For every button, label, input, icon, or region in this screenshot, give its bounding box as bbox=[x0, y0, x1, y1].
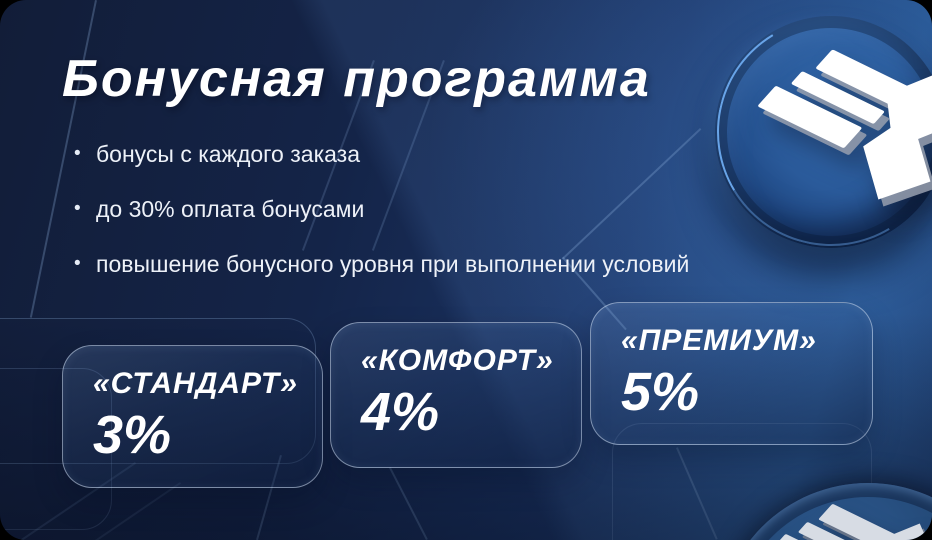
tier-value: 4% bbox=[361, 382, 440, 442]
bullet-list: • бонусы с каждого заказа • до 30% оплат… bbox=[74, 140, 689, 305]
tier-card-premium: «ПРЕМИУМ» 5% bbox=[590, 302, 873, 445]
bullet-text: до 30% оплата бонусами bbox=[96, 196, 365, 222]
brand-logo-icon bbox=[758, 49, 932, 200]
background-line bbox=[389, 467, 428, 540]
bullet-text: бонусы с каждого заказа bbox=[96, 141, 361, 167]
tier-name: «СТАНДАРТ» bbox=[93, 367, 298, 400]
bullet-marker: • bbox=[74, 143, 81, 164]
bullet-marker: • bbox=[74, 253, 81, 274]
bullet-item: • бонусы с каждого заказа bbox=[74, 140, 689, 168]
tier-card-standard: «СТАНДАРТ» 3% bbox=[62, 345, 323, 488]
tier-value: 3% bbox=[93, 405, 172, 465]
brand-logo-bottom-icon bbox=[770, 504, 930, 540]
bullet-item: • до 30% оплата бонусами bbox=[74, 195, 689, 223]
page-title: Бонусная программа bbox=[62, 50, 651, 108]
background-outline bbox=[0, 318, 316, 464]
tier-card-comfort: «КОМФОРТ» 4% bbox=[330, 322, 582, 468]
bullet-marker: • bbox=[74, 198, 81, 219]
tier-name: «КОМФОРТ» bbox=[361, 344, 554, 377]
brand-coin bbox=[715, 16, 932, 248]
background-outline bbox=[612, 423, 872, 540]
bullet-text: повышение бонусного уровня при выполнени… bbox=[96, 251, 690, 277]
tier-name: «ПРЕМИУМ» bbox=[621, 324, 817, 357]
bullet-item: • повышение бонусного уровня при выполне… bbox=[74, 250, 689, 278]
tier-value: 5% bbox=[621, 362, 700, 422]
background-outline bbox=[0, 368, 112, 530]
